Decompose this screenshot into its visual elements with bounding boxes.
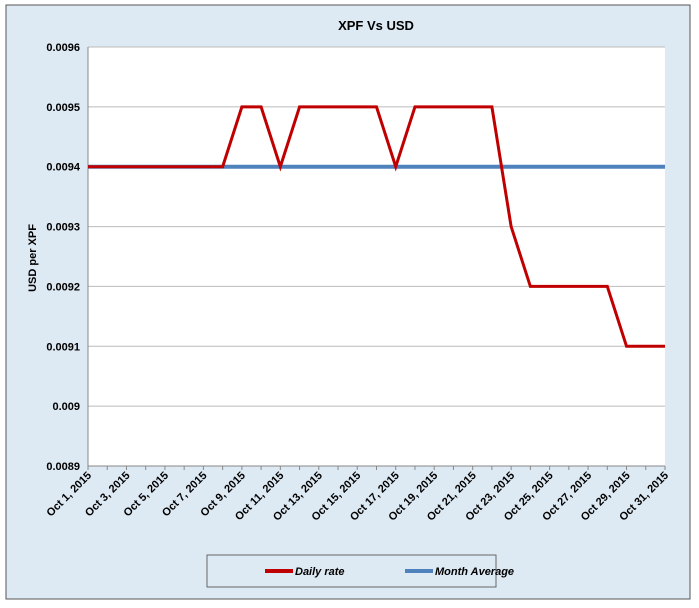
legend-label: Daily rate <box>295 566 345 578</box>
y-tick-label: 0.0092 <box>46 281 80 293</box>
y-tick-label: 0.0093 <box>46 222 80 234</box>
y-axis-label: USD per XPF <box>27 224 39 292</box>
y-tick-label: 0.0091 <box>46 341 80 353</box>
legend-box <box>206 554 497 588</box>
line-series <box>88 105 665 348</box>
chart-title: XPF Vs USD <box>338 18 414 33</box>
legend-label: Month Average <box>435 566 514 578</box>
y-tick-label: 0.0089 <box>46 461 80 473</box>
y-tick-label: 0.0094 <box>46 162 81 174</box>
plot-area <box>88 47 665 466</box>
y-tick-label: 0.0095 <box>46 102 80 114</box>
y-tick-label: 0.0096 <box>46 42 80 54</box>
y-tick-label: 0.009 <box>52 401 80 413</box>
